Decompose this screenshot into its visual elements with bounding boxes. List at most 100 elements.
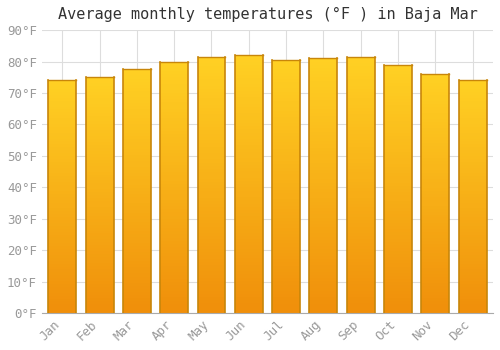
- Bar: [235, 252, 263, 255]
- Bar: [422, 140, 449, 143]
- Bar: [235, 104, 263, 107]
- Bar: [235, 71, 263, 75]
- Bar: [458, 296, 486, 299]
- Bar: [384, 304, 412, 307]
- Bar: [272, 231, 300, 234]
- Bar: [48, 246, 76, 249]
- Bar: [346, 95, 374, 98]
- Bar: [272, 177, 300, 180]
- Bar: [458, 205, 486, 208]
- Bar: [123, 212, 151, 216]
- Bar: [123, 289, 151, 292]
- Bar: [86, 181, 114, 183]
- Bar: [235, 258, 263, 261]
- Bar: [123, 273, 151, 276]
- Bar: [86, 254, 114, 257]
- Bar: [86, 289, 114, 293]
- Bar: [235, 239, 263, 242]
- Bar: [346, 137, 374, 140]
- Bar: [458, 211, 486, 214]
- Bar: [123, 176, 151, 179]
- Bar: [310, 58, 338, 62]
- Bar: [48, 299, 76, 301]
- Bar: [384, 279, 412, 282]
- Bar: [235, 55, 263, 58]
- Bar: [346, 217, 374, 220]
- Bar: [123, 136, 151, 139]
- Bar: [123, 106, 151, 109]
- Bar: [123, 261, 151, 264]
- Bar: [346, 195, 374, 198]
- Bar: [123, 237, 151, 240]
- Bar: [384, 170, 412, 173]
- Bar: [384, 161, 412, 164]
- Bar: [48, 284, 76, 287]
- Bar: [310, 71, 338, 74]
- Bar: [86, 266, 114, 269]
- Bar: [310, 103, 338, 106]
- Bar: [458, 197, 486, 199]
- Bar: [458, 267, 486, 270]
- Bar: [86, 251, 114, 254]
- Bar: [198, 191, 226, 195]
- Bar: [160, 127, 188, 131]
- Bar: [384, 217, 412, 220]
- Bar: [235, 207, 263, 210]
- Bar: [384, 136, 412, 139]
- Bar: [310, 227, 338, 230]
- Bar: [160, 310, 188, 313]
- Bar: [86, 121, 114, 124]
- Bar: [123, 258, 151, 261]
- Bar: [422, 209, 449, 211]
- Bar: [235, 232, 263, 236]
- Bar: [86, 248, 114, 251]
- Bar: [384, 80, 412, 83]
- Bar: [310, 160, 338, 163]
- Bar: [123, 167, 151, 170]
- Bar: [384, 239, 412, 241]
- Bar: [272, 228, 300, 231]
- Bar: [86, 186, 114, 189]
- Bar: [198, 98, 226, 101]
- Bar: [48, 179, 76, 182]
- Bar: [384, 77, 412, 80]
- Bar: [346, 198, 374, 201]
- Bar: [123, 301, 151, 304]
- Bar: [310, 221, 338, 224]
- Bar: [48, 92, 76, 95]
- Bar: [272, 60, 300, 63]
- Bar: [346, 86, 374, 89]
- Bar: [198, 268, 226, 272]
- Bar: [310, 100, 338, 103]
- Bar: [160, 238, 188, 241]
- Bar: [48, 136, 76, 139]
- Bar: [198, 217, 226, 220]
- Bar: [48, 223, 76, 226]
- Bar: [458, 133, 486, 136]
- Bar: [235, 178, 263, 181]
- Bar: [235, 191, 263, 194]
- Bar: [86, 119, 114, 121]
- Bar: [310, 87, 338, 90]
- Bar: [160, 143, 188, 146]
- Bar: [346, 249, 374, 252]
- Bar: [384, 68, 412, 71]
- Bar: [48, 153, 76, 156]
- Bar: [48, 165, 76, 168]
- Bar: [458, 174, 486, 176]
- Bar: [198, 147, 226, 150]
- Bar: [48, 147, 76, 150]
- Bar: [346, 150, 374, 153]
- Bar: [346, 201, 374, 204]
- Bar: [272, 266, 300, 269]
- Bar: [422, 280, 449, 283]
- Bar: [198, 95, 226, 98]
- Bar: [86, 83, 114, 86]
- Bar: [272, 101, 300, 104]
- Bar: [422, 101, 449, 104]
- Bar: [272, 92, 300, 95]
- Bar: [346, 287, 374, 290]
- Bar: [198, 118, 226, 121]
- Bar: [384, 93, 412, 96]
- Bar: [48, 168, 76, 170]
